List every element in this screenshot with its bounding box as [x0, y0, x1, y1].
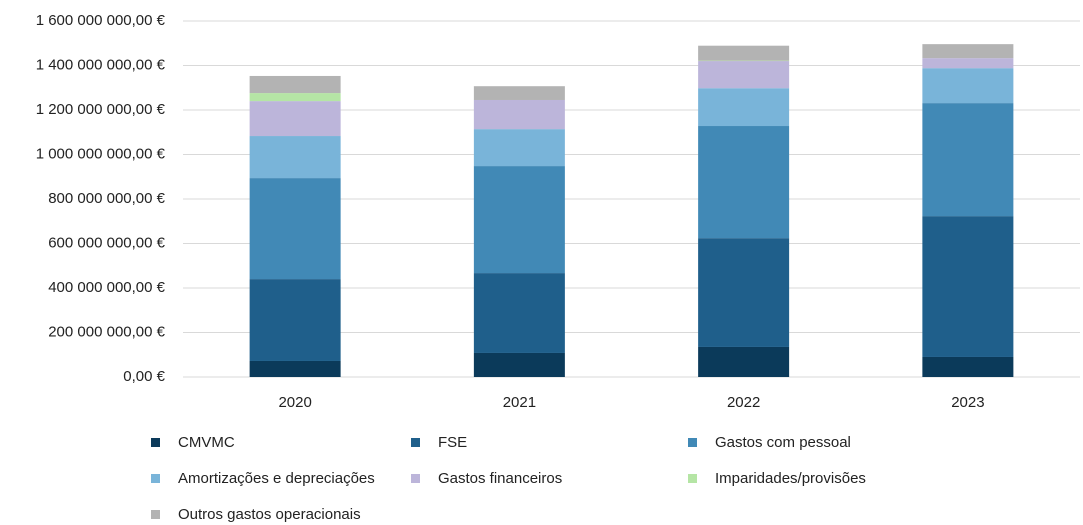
legend-label: FSE [438, 434, 467, 451]
bar-segment [249, 360, 341, 377]
bar-segment [249, 279, 341, 361]
legend-label: Imparidades/provisões [715, 470, 866, 487]
legend-label: Amortizações e depreciações [178, 470, 375, 487]
y-tick-label: 0,00 € [123, 368, 165, 385]
bar-segment [473, 352, 565, 377]
bar-segment [922, 44, 1014, 59]
bar-segment [249, 136, 341, 179]
y-tick-label: 200 000 000,00 € [48, 323, 165, 340]
bar-segment [473, 273, 565, 353]
bar-segment [249, 75, 341, 94]
legend-swatch [151, 438, 160, 447]
x-tick-label: 2023 [951, 394, 984, 411]
bar-segment [249, 178, 341, 280]
bar-segment [698, 126, 790, 239]
bar-segment [922, 103, 1014, 217]
y-tick-label: 1 400 000 000,00 € [36, 56, 166, 73]
bar-segment [922, 216, 1014, 357]
legend-swatch [688, 438, 697, 447]
y-tick-label: 1 200 000 000,00 € [36, 101, 166, 118]
y-tick-label: 600 000 000,00 € [48, 234, 165, 251]
legend-label: Outros gastos operacionais [178, 506, 361, 523]
legend-swatch [688, 474, 697, 483]
bar-segment [698, 346, 790, 377]
legend-swatch [151, 510, 160, 519]
legend-swatch [411, 438, 420, 447]
bar-segment [698, 88, 790, 127]
bar-segment [249, 93, 341, 102]
bar-segment [473, 99, 565, 130]
y-tick-label: 800 000 000,00 € [48, 190, 165, 207]
legend-swatch [411, 474, 420, 483]
bar-segment [922, 58, 1014, 69]
bar-segment [698, 238, 790, 347]
x-tick-label: 2020 [278, 394, 311, 411]
legend-label: Gastos financeiros [438, 470, 562, 487]
y-tick-label: 1 600 000 000,00 € [36, 12, 166, 29]
bar-segment [473, 86, 565, 100]
legend-label: Gastos com pessoal [715, 434, 851, 451]
y-tick-label: 1 000 000 000,00 € [36, 145, 166, 162]
bar-segment [473, 129, 565, 167]
bar-segment [698, 45, 790, 61]
bar-segment [249, 101, 341, 137]
x-tick-label: 2022 [727, 394, 760, 411]
bar-segment [922, 68, 1014, 104]
legend-label: CMVMC [178, 434, 235, 451]
x-tick-label: 2021 [503, 394, 536, 411]
bar-segment [473, 166, 565, 274]
bar-segment [922, 356, 1014, 377]
y-tick-label: 400 000 000,00 € [48, 279, 165, 296]
legend-swatch [151, 474, 160, 483]
bar-segment [698, 61, 790, 89]
